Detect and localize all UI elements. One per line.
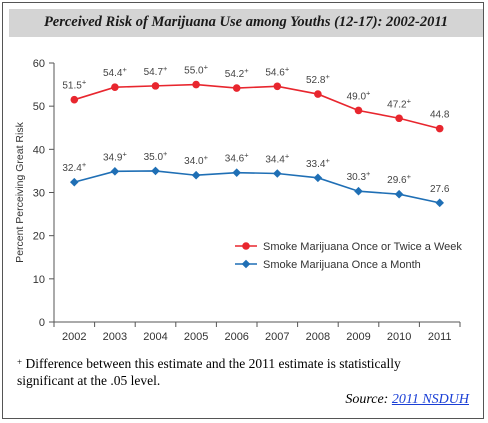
y-tick-label: 0 (39, 317, 45, 329)
y-axis-title: Percent Perceiving Great Risk (14, 121, 26, 262)
figure-frame: Perceived Risk of Marijuana Use among Yo… (2, 2, 484, 419)
x-tick-label: 2004 (143, 331, 167, 343)
data-label: 34.0+ (184, 153, 208, 167)
data-point (273, 82, 282, 91)
data-point (151, 166, 160, 176)
data-point (395, 114, 403, 123)
data-point (435, 124, 444, 133)
data-label: 52.8+ (306, 72, 330, 86)
legend-marker (241, 259, 251, 269)
data-label: 33.4+ (306, 156, 330, 170)
data-label: 34.9+ (103, 149, 127, 163)
footnote-text: Difference between this estimate and the… (17, 356, 401, 388)
data-point (110, 167, 120, 176)
legend-marker (242, 242, 250, 250)
x-tick-label: 2008 (306, 331, 330, 343)
data-label: 44.8 (430, 110, 450, 121)
data-point (273, 169, 282, 178)
series-line (74, 83, 440, 130)
legend-label: Smoke Marijuana Once or Twice a Week (263, 241, 462, 253)
x-tick-label: 2007 (265, 331, 289, 343)
legend-label: Smoke Marijuana Once a Month (263, 259, 421, 271)
data-point (232, 168, 241, 177)
data-point (192, 80, 200, 89)
data-label: 30.3+ (347, 169, 371, 183)
data-point (354, 186, 363, 196)
data-label: 54.2+ (225, 66, 249, 80)
data-label: 49.0+ (347, 88, 371, 102)
x-tick-label: 2011 (428, 331, 452, 343)
data-label: 47.2+ (387, 96, 411, 110)
y-tick-label: 30 (33, 188, 45, 200)
x-tick-label: 2009 (346, 331, 370, 343)
source-link[interactable]: 2011 NSDUH (391, 392, 469, 407)
y-tick-label: 10 (33, 274, 45, 286)
data-label: 34.6+ (225, 151, 249, 165)
data-label: 29.6+ (387, 172, 411, 186)
data-label: 34.4+ (265, 152, 289, 166)
data-point (191, 170, 201, 180)
footnote: + Difference between this estimate and t… (17, 355, 457, 389)
x-tick-label: 2005 (184, 331, 208, 343)
data-label: 35.0+ (144, 149, 168, 163)
data-point (70, 95, 79, 104)
x-tick-label: 2003 (103, 331, 127, 343)
chart-title: Perceived Risk of Marijuana Use among Yo… (43, 14, 449, 30)
chart-area: 0 10 20 30 40 50 60 2002 2003 2004 2005 2006 2007 200… (14, 58, 462, 343)
y-tick-label: 60 (33, 58, 45, 70)
data-point (151, 82, 160, 90)
y-tick-label: 50 (33, 101, 45, 113)
data-label: 27.6 (430, 184, 450, 195)
y-tick-label: 40 (33, 144, 45, 156)
data-point (111, 83, 119, 91)
x-tick-label: 2006 (224, 331, 248, 343)
data-point (314, 90, 322, 98)
data-point (313, 173, 323, 183)
data-label: 54.6+ (265, 64, 289, 78)
source-line: Source: 2011 NSDUH (345, 392, 469, 408)
data-point (232, 84, 241, 92)
data-label: 32.4+ (62, 160, 86, 174)
data-point (394, 189, 404, 199)
y-tick-label: 20 (33, 231, 45, 243)
data-point (435, 198, 444, 208)
x-tick-label: 2002 (62, 331, 86, 343)
footnote-symbol: + (17, 357, 23, 367)
title-bar: Perceived Risk of Marijuana Use among Yo… (9, 9, 483, 37)
series-line (74, 170, 440, 204)
data-label: 54.7+ (144, 64, 168, 78)
data-label: 51.5+ (62, 78, 86, 92)
data-label: 55.0+ (184, 63, 208, 77)
source-prefix: Source: (345, 392, 392, 407)
data-point (354, 106, 363, 115)
x-tick-label: 2010 (387, 331, 411, 343)
data-label: 54.4+ (103, 65, 127, 79)
data-point (70, 177, 79, 187)
